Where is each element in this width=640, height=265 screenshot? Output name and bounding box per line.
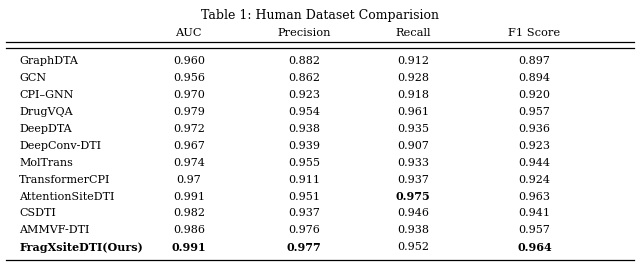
Text: 0.862: 0.862 [288,73,320,83]
Text: 0.935: 0.935 [397,124,429,134]
Text: 0.954: 0.954 [288,107,320,117]
Text: 0.941: 0.941 [518,209,550,218]
Text: CSDTI: CSDTI [19,209,56,218]
Text: CPI–GNN: CPI–GNN [19,90,74,100]
Text: 0.912: 0.912 [397,56,429,67]
Text: 0.946: 0.946 [397,209,429,218]
Text: 0.907: 0.907 [397,141,429,151]
Text: 0.920: 0.920 [518,90,550,100]
Text: 0.937: 0.937 [397,175,429,185]
Text: 0.957: 0.957 [518,107,550,117]
Text: 0.975: 0.975 [396,191,430,202]
Text: 0.991: 0.991 [172,242,206,253]
Text: 0.972: 0.972 [173,124,205,134]
Text: 0.955: 0.955 [288,158,320,168]
Text: GraphDTA: GraphDTA [19,56,78,67]
Text: 0.937: 0.937 [288,209,320,218]
Text: TransformerCPI: TransformerCPI [19,175,111,185]
Text: 0.974: 0.974 [173,158,205,168]
Text: 0.882: 0.882 [288,56,320,67]
Text: 0.979: 0.979 [173,107,205,117]
Text: 0.967: 0.967 [173,141,205,151]
Text: DeepConv-DTI: DeepConv-DTI [19,141,101,151]
Text: 0.939: 0.939 [288,141,320,151]
Text: 0.897: 0.897 [518,56,550,67]
Text: AMMVF-DTI: AMMVF-DTI [19,226,90,235]
Text: 0.960: 0.960 [173,56,205,67]
Text: FragXsiteDTI(Ours): FragXsiteDTI(Ours) [19,242,143,253]
Text: 0.928: 0.928 [397,73,429,83]
Text: DrugVQA: DrugVQA [19,107,73,117]
Text: 0.991: 0.991 [173,192,205,202]
Text: 0.933: 0.933 [397,158,429,168]
Text: 0.977: 0.977 [287,242,321,253]
Text: AttentionSiteDTI: AttentionSiteDTI [19,192,115,202]
Text: 0.956: 0.956 [173,73,205,83]
Text: 0.918: 0.918 [397,90,429,100]
Text: 0.944: 0.944 [518,158,550,168]
Text: 0.963: 0.963 [518,192,550,202]
Text: 0.982: 0.982 [173,209,205,218]
Text: 0.923: 0.923 [288,90,320,100]
Text: 0.938: 0.938 [397,226,429,235]
Text: Table 1: Human Dataset Comparision: Table 1: Human Dataset Comparision [201,9,439,22]
Text: 0.957: 0.957 [518,226,550,235]
Text: 0.952: 0.952 [397,242,429,252]
Text: 0.961: 0.961 [397,107,429,117]
Text: 0.911: 0.911 [288,175,320,185]
Text: 0.924: 0.924 [518,175,550,185]
Text: 0.986: 0.986 [173,226,205,235]
Text: 0.951: 0.951 [288,192,320,202]
Text: AUC: AUC [175,28,202,38]
Text: Recall: Recall [395,28,431,38]
Text: DeepDTA: DeepDTA [19,124,72,134]
Text: Precision: Precision [277,28,331,38]
Text: 0.936: 0.936 [518,124,550,134]
Text: MolTrans: MolTrans [19,158,73,168]
Text: 0.970: 0.970 [173,90,205,100]
Text: 0.894: 0.894 [518,73,550,83]
Text: 0.923: 0.923 [518,141,550,151]
Text: GCN: GCN [19,73,46,83]
Text: 0.976: 0.976 [288,226,320,235]
Text: 0.97: 0.97 [177,175,201,185]
Text: 0.938: 0.938 [288,124,320,134]
Text: F1 Score: F1 Score [508,28,561,38]
Text: 0.964: 0.964 [517,242,552,253]
